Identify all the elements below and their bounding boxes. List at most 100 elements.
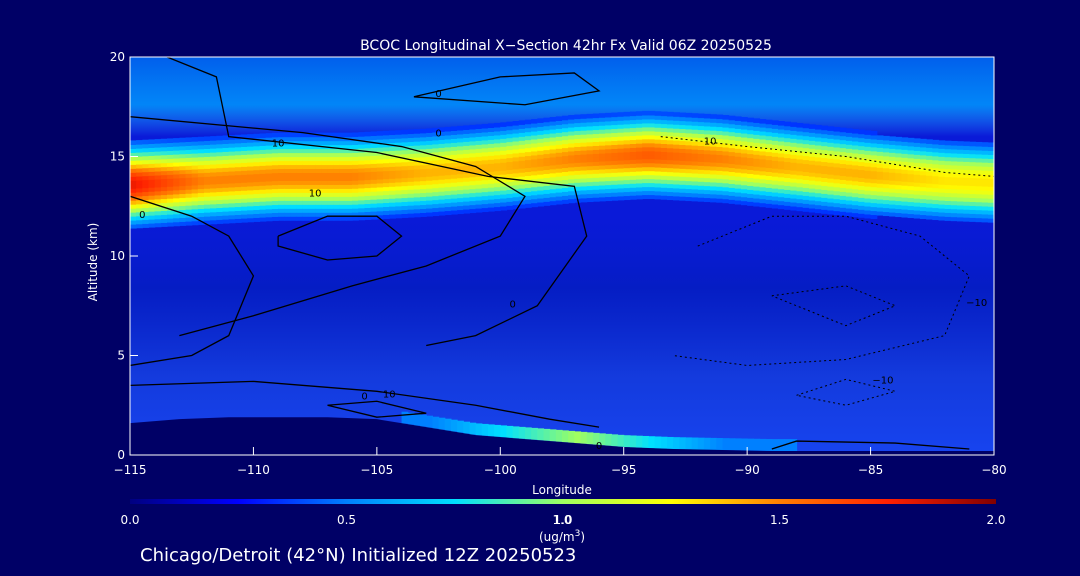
layer-cell bbox=[839, 175, 847, 180]
layer-cell bbox=[611, 156, 619, 161]
layer-cell bbox=[852, 160, 859, 166]
layer-cell bbox=[487, 123, 495, 128]
layer-cell bbox=[784, 153, 791, 159]
layer-cell bbox=[383, 186, 390, 192]
layer-cell bbox=[833, 158, 841, 164]
layer-cell bbox=[956, 216, 964, 222]
layer-cell bbox=[278, 180, 285, 185]
layer-cell bbox=[734, 176, 742, 181]
surface-cell bbox=[481, 423, 489, 436]
layer-cell bbox=[481, 143, 489, 149]
layer-cell bbox=[574, 146, 582, 151]
layer-cell bbox=[475, 128, 483, 133]
layer-cell bbox=[216, 183, 224, 189]
layer-cell bbox=[500, 130, 508, 135]
layer-cell bbox=[950, 164, 958, 170]
layer-cell bbox=[154, 186, 162, 192]
layer-cell bbox=[703, 161, 711, 167]
layer-cell bbox=[395, 138, 403, 143]
layer-cell bbox=[413, 141, 421, 146]
layer-cell bbox=[648, 158, 656, 164]
layer-cell bbox=[191, 176, 199, 182]
layer-cell bbox=[247, 161, 255, 167]
layer-cell bbox=[308, 212, 316, 217]
layer-cell bbox=[148, 139, 156, 144]
layer-cell bbox=[284, 132, 292, 138]
layer-cell bbox=[864, 154, 872, 159]
layer-cell bbox=[302, 132, 310, 138]
layer-cell bbox=[987, 210, 994, 215]
layer-cell bbox=[136, 195, 143, 201]
layer-cell bbox=[950, 192, 958, 198]
layer-cell bbox=[691, 153, 699, 158]
layer-cell bbox=[506, 129, 514, 135]
layer-cell bbox=[821, 209, 828, 214]
layer-cell bbox=[216, 171, 224, 177]
layer-cell bbox=[241, 170, 248, 175]
layer-cell bbox=[438, 206, 446, 212]
layer-cell bbox=[358, 140, 366, 145]
layer-cell bbox=[197, 184, 205, 190]
layer-cell bbox=[808, 207, 816, 213]
layer-cell bbox=[432, 207, 440, 213]
layer-cell bbox=[654, 166, 662, 172]
layer-cell bbox=[926, 195, 933, 200]
layer-cell bbox=[808, 184, 816, 189]
layer-cell bbox=[389, 214, 396, 219]
layer-cell bbox=[944, 152, 952, 158]
layer-cell bbox=[506, 133, 514, 139]
surface-cell bbox=[599, 433, 606, 446]
layer-cell bbox=[167, 166, 174, 171]
layer-cell bbox=[543, 177, 551, 182]
layer-cell bbox=[852, 164, 859, 170]
layer-cell bbox=[660, 111, 668, 117]
x-tick-label: −105 bbox=[360, 463, 393, 477]
layer-cell bbox=[747, 141, 754, 147]
layer-cell bbox=[444, 186, 452, 192]
layer-cell bbox=[370, 139, 378, 144]
layer-cell bbox=[679, 120, 687, 126]
layer-cell bbox=[395, 169, 403, 175]
layer-cell bbox=[926, 155, 933, 160]
layer-cell bbox=[617, 195, 625, 201]
layer-cell bbox=[716, 170, 724, 175]
layer-cell bbox=[685, 176, 693, 182]
layer-cell bbox=[963, 161, 970, 166]
layer-cell bbox=[969, 173, 977, 179]
layer-cell bbox=[413, 145, 421, 150]
layer-cell bbox=[296, 136, 304, 142]
layer-cell bbox=[827, 146, 835, 151]
layer-cell bbox=[845, 180, 853, 185]
layer-cell bbox=[605, 128, 612, 134]
layer-cell bbox=[599, 153, 606, 158]
layer-cell bbox=[759, 162, 767, 168]
layer-cell bbox=[487, 163, 495, 168]
layer-cell bbox=[457, 185, 464, 191]
layer-cell bbox=[771, 156, 779, 161]
layer-cell bbox=[839, 203, 847, 208]
layer-cell bbox=[839, 191, 847, 196]
layer-cell bbox=[531, 182, 538, 188]
layer-cell bbox=[327, 192, 335, 197]
layer-cell bbox=[481, 147, 489, 153]
layer-cell bbox=[660, 155, 668, 160]
layer-cell bbox=[278, 184, 285, 189]
layer-cell bbox=[882, 179, 890, 185]
contour-label: 10 bbox=[272, 139, 285, 150]
layer-cell bbox=[833, 126, 841, 132]
layer-cell bbox=[290, 140, 298, 146]
layer-cell bbox=[327, 168, 335, 174]
layer-cell bbox=[315, 208, 322, 213]
layer-cell bbox=[333, 164, 341, 170]
layer-cell bbox=[160, 146, 168, 152]
layer-cell bbox=[821, 129, 828, 135]
layer-cell bbox=[753, 189, 761, 195]
colorbar-label: (ug/m3) bbox=[539, 529, 585, 544]
layer-cell bbox=[969, 185, 977, 191]
layer-cell bbox=[926, 139, 933, 144]
layer-cell bbox=[136, 183, 143, 189]
surface-cell bbox=[666, 436, 674, 449]
layer-cell bbox=[506, 125, 514, 131]
layer-cell bbox=[685, 144, 693, 150]
